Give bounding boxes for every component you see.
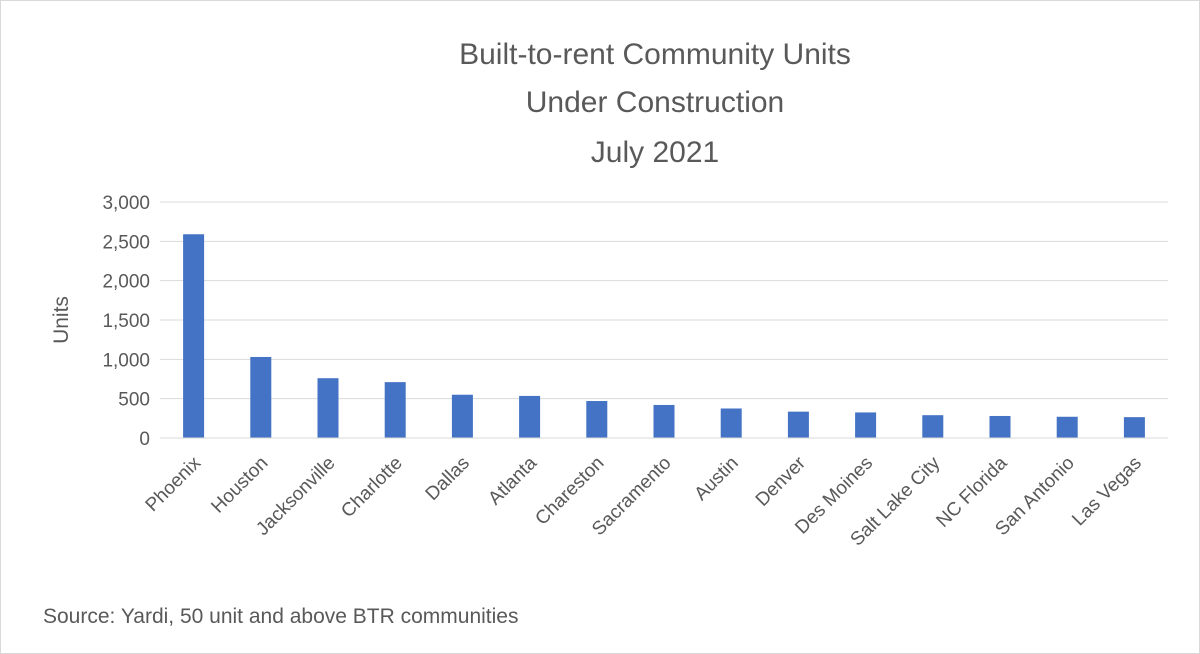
bar-atlanta xyxy=(519,395,541,438)
x-tick-label: Houston xyxy=(207,453,272,518)
y-tick-label: 2,000 xyxy=(102,272,150,293)
chart-title-line-3: July 2021 xyxy=(591,136,719,169)
bar-des-moines xyxy=(855,412,877,438)
gridlines xyxy=(160,201,1168,400)
y-axis-tick-labels: 0 500 1,000 1,500 2,000 2,500 3,000 xyxy=(102,193,150,450)
bar-sacramento xyxy=(653,404,675,438)
bar-san-antonio xyxy=(1056,416,1078,438)
bar-dallas xyxy=(451,394,473,438)
x-tick-label: Atlanta xyxy=(484,452,541,509)
x-tick-label: Las Vegas xyxy=(1068,453,1146,531)
chart-title: Built-to-rent Community Units Under Cons… xyxy=(459,38,851,169)
chart-title-line-2: Under Construction xyxy=(526,86,784,119)
bar-denver xyxy=(787,411,809,438)
y-tick-label: 3,000 xyxy=(102,193,150,214)
y-tick-label: 500 xyxy=(118,390,150,411)
x-tick-label: Austin xyxy=(691,453,743,505)
bar-las-vegas xyxy=(1123,417,1145,438)
bars xyxy=(183,234,1145,438)
y-tick-label: 1,500 xyxy=(102,311,150,332)
bar-houston xyxy=(250,356,272,438)
y-tick-label: 0 xyxy=(139,429,150,450)
bar-charlotte xyxy=(384,382,406,438)
y-tick-label: 1,000 xyxy=(102,350,150,371)
bar-chareston xyxy=(586,401,608,438)
bar-jacksonville xyxy=(317,378,339,438)
chart-title-line-1: Built-to-rent Community Units xyxy=(459,38,851,71)
bar-phoenix xyxy=(183,234,205,438)
source-note: Source: Yardi, 50 unit and above BTR com… xyxy=(43,605,518,628)
x-tick-label: Charlotte xyxy=(337,453,406,522)
x-tick-label: Dallas xyxy=(422,453,474,505)
x-tick-label: Denver xyxy=(752,452,811,511)
bar-salt-lake-city xyxy=(922,415,944,438)
bar-austin xyxy=(720,408,742,438)
bar-nc-florida xyxy=(989,415,1011,438)
y-tick-label: 2,500 xyxy=(102,232,150,253)
y-axis-label: Units xyxy=(50,296,73,344)
x-tick-label: Phoenix xyxy=(142,452,206,516)
